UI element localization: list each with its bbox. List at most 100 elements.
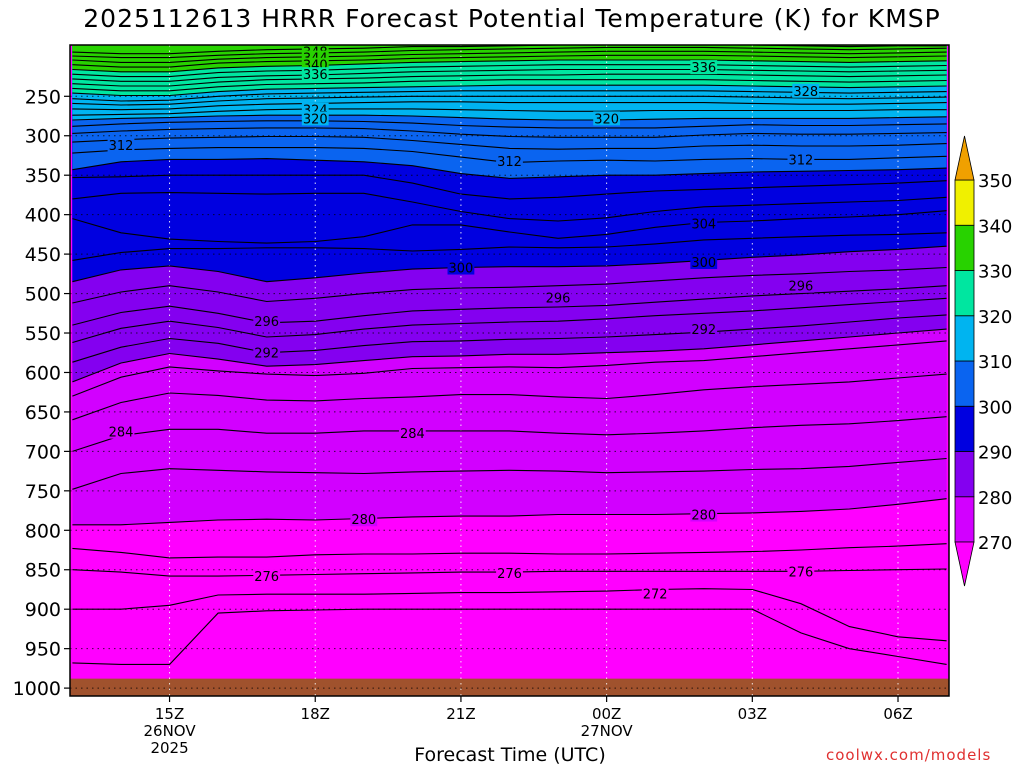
contour-label-bg bbox=[496, 153, 523, 168]
isentrope-302 bbox=[72, 232, 947, 261]
colorbar-band-280 bbox=[954, 451, 975, 498]
isentrope-346 bbox=[72, 46, 947, 59]
contour-label-bg bbox=[398, 426, 426, 441]
contour-label: 272 bbox=[643, 587, 668, 602]
colorbar-under-triangle bbox=[954, 541, 975, 587]
contour-label-group: 336 bbox=[690, 60, 718, 76]
contour-label-group: 300 bbox=[690, 255, 718, 271]
colorbar-band-340 bbox=[954, 179, 975, 226]
isentrope-280 bbox=[72, 498, 947, 526]
contour-label-bg bbox=[593, 111, 621, 126]
y-tick-label: 750 bbox=[25, 481, 61, 503]
contour-label: 296 bbox=[546, 292, 571, 307]
contour-label: 276 bbox=[788, 565, 813, 580]
contour-label: 320 bbox=[594, 112, 619, 127]
isentrope-318 bbox=[72, 120, 947, 129]
isentrope-348 bbox=[72, 45, 947, 55]
contour-label-group: 276 bbox=[787, 564, 815, 580]
contour-label-group: 276 bbox=[253, 569, 281, 585]
colorbar-band-330 bbox=[954, 224, 975, 271]
contour-label-bg bbox=[641, 586, 669, 601]
contour-label-group: 272 bbox=[641, 586, 669, 602]
y-tick-label: 800 bbox=[25, 520, 61, 542]
contour-label-bg bbox=[447, 260, 475, 275]
isentrope-306 bbox=[72, 192, 947, 222]
colorbar-label: 350 bbox=[978, 171, 1012, 192]
y-tick-label: 500 bbox=[25, 284, 61, 306]
isentrope-304 bbox=[72, 210, 947, 244]
contour-label-bg bbox=[253, 569, 281, 584]
x-tick-label: 18Z bbox=[301, 705, 330, 723]
x-tick-label: 03Z bbox=[738, 705, 767, 723]
isentrope-324 bbox=[72, 101, 947, 111]
colorbar: 270 280 290 300 310 320 330 340 350 bbox=[954, 135, 1012, 587]
contour-label-group: 296 bbox=[253, 314, 281, 330]
contour-label: 280 bbox=[351, 513, 376, 528]
contour-label: 320 bbox=[303, 112, 328, 127]
colorbar-label: 270 bbox=[978, 533, 1012, 554]
contour-label: 312 bbox=[497, 155, 522, 170]
colorbar-label: 300 bbox=[978, 397, 1012, 418]
colorbar-label: 340 bbox=[978, 216, 1012, 237]
colorbar-band-290 bbox=[954, 405, 975, 452]
colorbar-band-300 bbox=[954, 360, 975, 407]
contour-label-bg bbox=[787, 152, 815, 167]
isentrope-310 bbox=[72, 158, 947, 179]
x-axis-label: Forecast Time (UTC) bbox=[414, 744, 606, 766]
contour-label-group: 280 bbox=[690, 507, 718, 524]
contour-label-group: 280 bbox=[350, 512, 378, 528]
contour-label: 276 bbox=[254, 570, 279, 585]
contour-label: 284 bbox=[109, 426, 134, 441]
contour-label: 284 bbox=[400, 427, 425, 442]
y-tick-label: 600 bbox=[25, 362, 61, 384]
contour-label-group: 276 bbox=[496, 565, 523, 582]
contour-label: 328 bbox=[793, 85, 818, 100]
isentrope-320 bbox=[72, 114, 947, 121]
y-tick-label: 850 bbox=[25, 560, 61, 582]
isentrope-284 bbox=[72, 416, 947, 452]
colorbar-label: 330 bbox=[978, 262, 1012, 283]
contour-label-group: 336 bbox=[301, 67, 329, 83]
contour-label-group: 284 bbox=[398, 426, 426, 442]
y-tick-label: 650 bbox=[25, 402, 61, 424]
isentrope-286 bbox=[72, 373, 947, 421]
colorbar-label: 320 bbox=[978, 307, 1012, 328]
colorbar-band-310 bbox=[954, 315, 975, 362]
isentrope-342 bbox=[72, 54, 947, 68]
isentrope-340 bbox=[72, 59, 947, 73]
contour-label: 312 bbox=[109, 139, 134, 154]
chart-title: 2025112613 HRRR Forecast Potential Tempe… bbox=[83, 4, 941, 33]
isentrope-298 bbox=[72, 266, 947, 304]
contour-label-group: 312 bbox=[787, 152, 815, 168]
contour-label-group: 296 bbox=[787, 278, 815, 295]
isentrope-294 bbox=[72, 297, 947, 344]
contour-label-group: 320 bbox=[301, 111, 329, 127]
x-tick-sublabel: 27NOV bbox=[581, 722, 634, 740]
contour-label-bg bbox=[350, 512, 378, 527]
contour-label: 336 bbox=[691, 61, 716, 76]
contour-label: 304 bbox=[691, 217, 716, 232]
contour-label-group: 312 bbox=[107, 138, 135, 154]
credit-text: coolwx.com/models bbox=[826, 746, 992, 764]
contour-label-bg bbox=[107, 424, 135, 439]
isentrope-272 bbox=[72, 608, 947, 665]
surface-ground bbox=[70, 678, 949, 696]
colorbar-label: 280 bbox=[978, 488, 1012, 509]
y-tick-label: 900 bbox=[25, 599, 61, 621]
contour-label-layer: 3483443403363363283243203203123123123043… bbox=[107, 44, 820, 602]
x-tick-label: 15Z bbox=[155, 705, 184, 723]
isentrope-278 bbox=[72, 543, 947, 559]
contour-label-bg bbox=[690, 255, 718, 269]
x-tick-sublabel: 2025 bbox=[150, 739, 188, 757]
contour-label-bg bbox=[301, 67, 329, 82]
isentrope-334 bbox=[72, 73, 947, 87]
contour-label-bg bbox=[792, 83, 820, 98]
surface-layer bbox=[70, 678, 949, 696]
y-tick-label: 550 bbox=[25, 323, 61, 345]
contour-label-bg bbox=[301, 111, 329, 126]
contour-label: 312 bbox=[788, 153, 813, 168]
colorbar-band-320 bbox=[954, 270, 975, 317]
y-tick-label: 400 bbox=[25, 205, 61, 227]
contour-label-group: 304 bbox=[690, 216, 718, 232]
